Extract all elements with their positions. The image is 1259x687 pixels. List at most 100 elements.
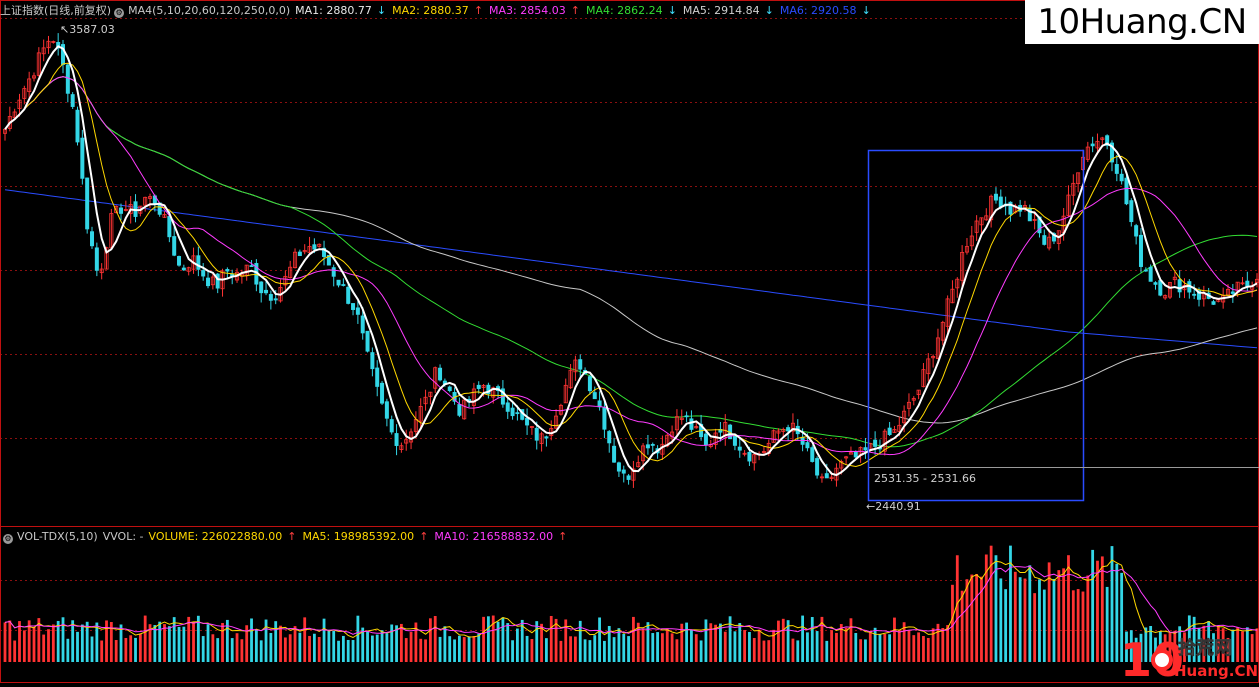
volume-bar [675,639,679,662]
candle-body [602,407,607,430]
candle-body [790,422,795,432]
candle-body [1105,135,1110,146]
volume-bar [1086,575,1090,662]
volume-bar [912,635,916,662]
candle-body [529,426,534,428]
candle-body [839,461,844,469]
volume-bar [1105,586,1109,662]
settings-icon[interactable]: ⚙ [3,534,13,544]
high-label: ↖3587.03 [60,23,115,36]
candle-body [1100,137,1105,140]
candle-body [684,415,689,418]
volume-bar [665,628,669,662]
volume-bar [1115,563,1119,662]
volume-bar [641,629,645,662]
candle-body [264,289,269,294]
volume-bar [453,639,456,662]
volume-bar [1033,593,1037,662]
volume-bar [134,637,137,662]
volume-bar [288,634,292,662]
volume-bar [598,617,601,662]
site-logo: 10 Huang.CN 拾荒网 [1120,633,1258,683]
settings-icon[interactable]: ⚙ [114,8,125,18]
candle-body [993,193,998,201]
volume-bar [32,626,36,662]
candle-body [974,220,979,233]
volume-bar [428,618,432,662]
volume-bar [274,621,278,662]
candle-body [384,401,389,419]
candle-body [297,251,302,257]
volume-bar [1076,589,1080,662]
price-header: 上证指数(日线,前复权) ⚙ MA4(5,10,20,60,120,250,0,0)… [0,2,882,20]
candle-body [331,267,336,277]
candle-body [1042,235,1047,245]
volume-bar [1110,546,1114,662]
volume-bar [530,639,534,662]
ma-values: MA1: 2880.77 ↓ MA2: 2880.37 ↑ MA3: 2854.03 ↑ M… [295,4,877,17]
volume-bar [482,616,485,662]
volume-bar [1241,631,1244,662]
candle-body [438,367,443,381]
volume-bar [627,636,630,662]
candle-body [90,231,95,247]
candle-body [206,277,211,287]
candle-body [1129,200,1134,223]
volume-bar [680,623,684,662]
volume-bar [535,621,539,662]
candle-body [955,278,960,289]
candle-body [703,433,708,446]
vol-ma10-line [4,565,1258,635]
candle-body [921,369,926,388]
volume-bar [709,623,713,662]
volume-bar [105,620,108,662]
candle-body [80,137,85,179]
candle-body [1177,279,1182,293]
candle-body [94,247,99,271]
candle-body [22,88,27,99]
candle-body [1138,234,1143,267]
candle-body [162,214,167,218]
volume-bar [206,624,210,662]
volume-bar [143,615,147,662]
volume-bar [810,617,814,662]
candle-body [123,209,128,211]
volume-bar [1129,630,1133,662]
volume-bar [748,631,751,662]
candle-body [418,406,423,422]
volume-bar [1009,545,1012,662]
candle-body [273,298,278,301]
candle-body [810,447,815,462]
volume-bar [457,635,461,662]
volume-bar [322,618,326,662]
volume-bar [327,629,331,662]
volume-bar [951,584,954,662]
volume-bar [211,634,215,662]
volume-bar [443,626,447,662]
vol-ma5-line [4,559,1258,639]
candle-body [612,445,617,463]
candle-body [563,384,568,404]
candle-body [689,418,694,430]
volume-bar [264,619,268,662]
volume-bar [438,636,442,662]
volume-bar [1134,637,1138,662]
candle-body [979,217,984,226]
candle-body [607,431,612,444]
ma-value-0: MA1: 2880.77 [295,4,372,17]
volume-bar [984,554,988,662]
volume-bar [714,624,717,662]
candle-body [1230,291,1235,294]
candle-body [210,276,215,286]
volume-bar [356,615,360,662]
volume-bar [1236,627,1240,662]
candle-body [824,473,829,479]
volume-bar [554,618,558,662]
candle-body [873,439,878,447]
candle-body [1008,201,1013,215]
candle-body [1047,236,1052,249]
volume-bar [1168,632,1172,662]
volume-bar [312,633,316,662]
candle-body [36,52,41,76]
volume-bar [1013,571,1017,662]
